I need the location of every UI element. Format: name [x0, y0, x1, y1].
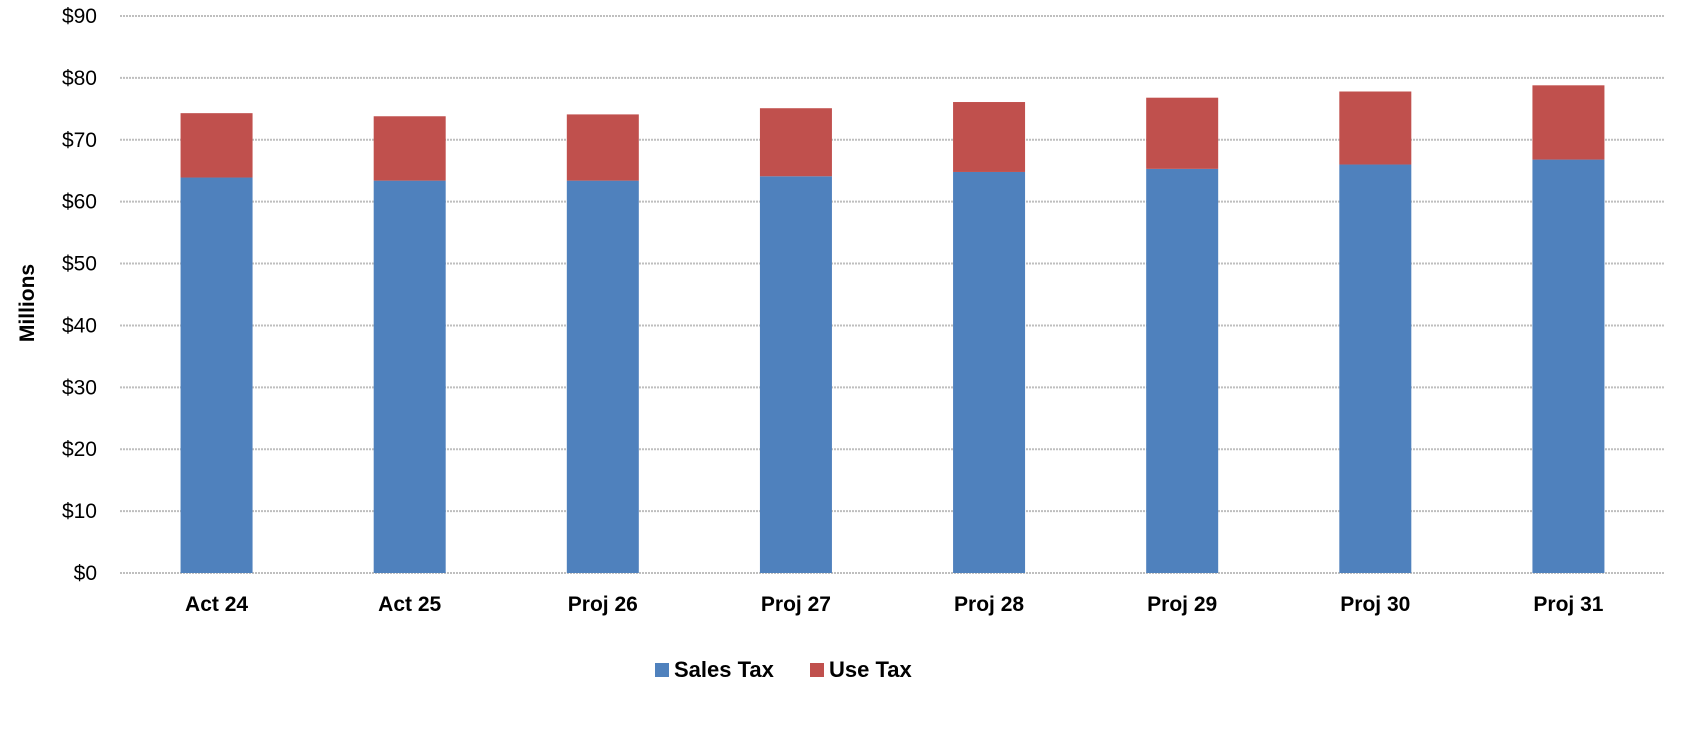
- x-axis-ticks: Act 24 Act 25 Proj 26 Proj 27 Proj 28 Proj 29…: [185, 593, 1604, 616]
- x-tick-label: Act 24: [185, 593, 248, 616]
- bars: [180, 85, 1605, 574]
- y-axis-title: Millions: [16, 264, 39, 342]
- y-tick-label: $80: [62, 67, 97, 90]
- y-tick-label: $0: [74, 562, 97, 585]
- x-tick-label: Proj 30: [1340, 593, 1410, 616]
- y-tick-label: $70: [62, 129, 97, 152]
- y-tick-label: $60: [62, 191, 97, 214]
- legend: Sales Tax Use Tax: [655, 657, 913, 682]
- bar-use-tax-proj-26: [566, 114, 639, 181]
- bar-sales-tax-proj-26: [566, 180, 639, 573]
- bar-sales-tax-proj-27: [759, 176, 832, 573]
- legend-swatch-use-tax: [810, 663, 824, 677]
- bar-sales-tax-act-24: [180, 177, 253, 573]
- x-tick-label: Proj 31: [1533, 593, 1603, 616]
- y-tick-label: $20: [62, 438, 97, 461]
- bar-use-tax-proj-30: [1339, 91, 1412, 165]
- y-tick-label: $40: [62, 314, 97, 337]
- x-tick-label: Proj 26: [568, 593, 638, 616]
- bar-sales-tax-proj-31: [1532, 159, 1605, 574]
- x-tick-label: Proj 27: [761, 593, 831, 616]
- bar-sales-tax-act-25: [373, 180, 446, 573]
- bar-use-tax-proj-28: [953, 102, 1026, 172]
- y-tick-label: $50: [62, 253, 97, 276]
- bar-sales-tax-proj-29: [1146, 168, 1219, 574]
- x-tick-label: Proj 29: [1147, 593, 1217, 616]
- y-tick-label: $10: [62, 500, 97, 523]
- y-tick-label: $30: [62, 376, 97, 399]
- y-axis-ticks: $0 $10 $20 $30 $40 $50 $60 $70 $80 $90: [62, 5, 97, 585]
- bar-use-tax-proj-27: [759, 108, 832, 177]
- bar-sales-tax-proj-28: [953, 171, 1026, 573]
- gridlines: [120, 15, 1665, 574]
- bar-use-tax-proj-31: [1532, 85, 1605, 160]
- x-tick-label: Proj 28: [954, 593, 1024, 616]
- x-tick-label: Act 25: [378, 593, 441, 616]
- legend-label-use-tax: Use Tax: [829, 657, 913, 682]
- bar-use-tax-act-25: [373, 116, 446, 181]
- bar-sales-tax-proj-30: [1339, 164, 1412, 574]
- bar-use-tax-proj-29: [1146, 97, 1219, 169]
- legend-label-sales-tax: Sales Tax: [674, 657, 775, 682]
- bar-use-tax-act-24: [180, 113, 253, 178]
- legend-swatch-sales-tax: [655, 663, 669, 677]
- y-tick-label: $90: [62, 5, 97, 28]
